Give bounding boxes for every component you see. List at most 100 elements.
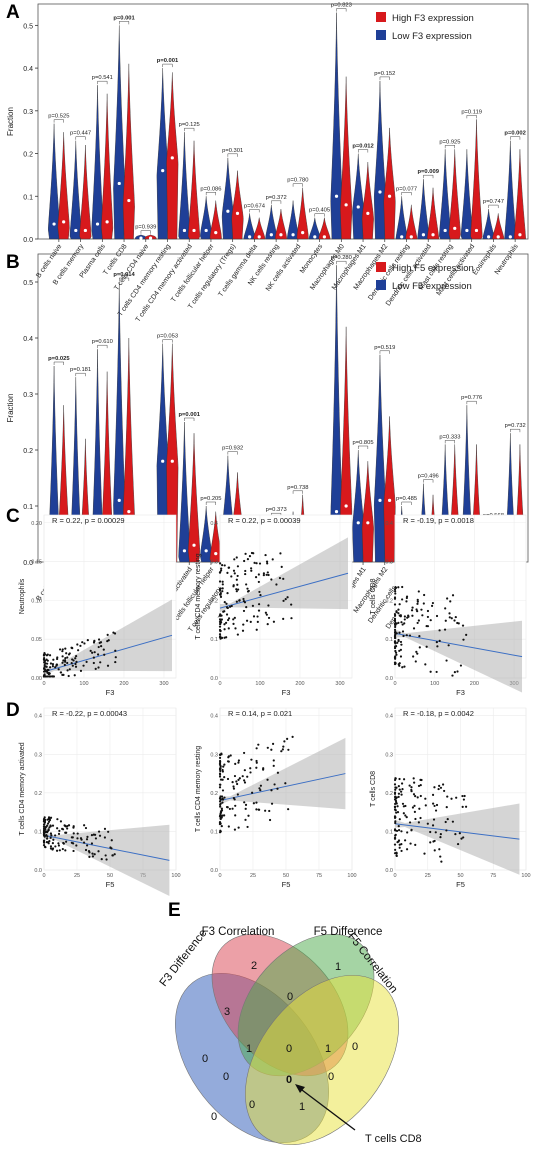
venn-count: 1 xyxy=(246,1043,252,1055)
scatter-point xyxy=(72,842,75,845)
violin-high xyxy=(122,63,135,240)
scatter-point xyxy=(114,649,117,652)
violin-low xyxy=(504,140,517,240)
violin-high xyxy=(231,170,244,240)
median-dot xyxy=(105,220,109,224)
scatter-point xyxy=(401,630,405,633)
regression-line xyxy=(394,823,520,840)
correlation-annotation: R = -0.22, p = 0.00043 xyxy=(52,709,127,718)
scatter-point xyxy=(232,797,235,800)
scatter-point xyxy=(57,842,60,845)
arrow-line xyxy=(297,1086,356,1131)
x-tick-label: 200 xyxy=(295,681,304,687)
p-bracket xyxy=(75,136,86,140)
median-dot xyxy=(366,521,370,525)
x-axis-label: F5 xyxy=(282,880,291,889)
x-tick-label: 50 xyxy=(107,873,113,879)
correlation-annotation: R = 0.22, p = 0.00029 xyxy=(52,516,125,525)
violin-high xyxy=(253,217,266,240)
scatter-point xyxy=(393,635,397,638)
scatter-point xyxy=(218,800,222,803)
scatter-point xyxy=(426,625,430,628)
scatter-point xyxy=(426,822,429,825)
scatter-point xyxy=(272,764,275,767)
scatter-point xyxy=(103,836,106,839)
scatter-point xyxy=(286,596,289,599)
scatter-point xyxy=(396,641,399,644)
scatter-point xyxy=(232,785,235,788)
x-tick-label: 300 xyxy=(159,681,168,687)
scatter-point xyxy=(433,839,436,843)
y-tick-label: 0.3 xyxy=(210,560,218,566)
scatter-point xyxy=(255,628,258,631)
p-bracket xyxy=(510,136,521,140)
scatter-point xyxy=(242,623,245,626)
scatter-point xyxy=(393,640,397,643)
violin-low xyxy=(330,12,343,240)
scatter-point xyxy=(233,616,236,619)
scatter-point xyxy=(253,561,256,564)
p-bracket xyxy=(336,260,347,265)
panel-label-e: E xyxy=(168,900,181,921)
scatter-point xyxy=(429,841,432,844)
violin-high xyxy=(318,217,331,240)
scatter-point xyxy=(411,606,414,609)
scatter-point xyxy=(218,783,222,786)
venn-count: 1 xyxy=(299,1101,305,1113)
scatter-point xyxy=(412,627,416,630)
scatter-point xyxy=(233,572,236,575)
p-value-label: p=0.747 xyxy=(483,199,504,205)
scatter-point xyxy=(237,588,240,591)
scatter-point xyxy=(393,597,397,600)
scatter-point xyxy=(59,820,63,823)
p-value-label: p=0.932 xyxy=(222,446,243,452)
scatter-point xyxy=(396,805,399,808)
scatter-point xyxy=(243,781,247,784)
scatter-point xyxy=(264,553,267,557)
scatter-point xyxy=(450,617,453,620)
scatter-point xyxy=(291,735,294,738)
scatter-point xyxy=(226,606,229,610)
y-tick-label: 0.0 xyxy=(385,676,393,682)
scatter-point xyxy=(410,788,413,792)
scatter-point xyxy=(453,619,456,622)
scatter-point xyxy=(394,820,397,823)
scatter-point xyxy=(61,648,64,651)
scatter-point xyxy=(404,814,407,817)
scatter-point xyxy=(270,802,274,805)
scatter-point xyxy=(426,609,430,613)
arrow-head xyxy=(295,1084,305,1093)
scatter-point xyxy=(76,643,79,646)
scatter-point xyxy=(227,566,230,569)
scatter-point xyxy=(82,664,85,667)
scatter-point xyxy=(244,803,248,806)
scatter-point xyxy=(445,806,448,809)
scatter-point xyxy=(43,675,46,678)
y-tick-label: 0.4 xyxy=(385,521,393,527)
scatter-point xyxy=(271,742,275,745)
scatter-point xyxy=(434,831,437,834)
x-tick-label: 50 xyxy=(457,873,463,879)
scatter-point xyxy=(436,645,439,648)
correlation-annotation: R = -0.18, p = 0.0042 xyxy=(403,709,474,718)
scatter-point xyxy=(66,669,69,672)
scatter-point xyxy=(92,661,95,665)
scatter-point xyxy=(236,793,239,796)
scatter-point xyxy=(411,806,415,809)
scatter-point xyxy=(429,670,432,673)
scatter-point xyxy=(42,833,46,836)
median-dot xyxy=(443,228,447,233)
scatter-point xyxy=(46,659,49,662)
scatter-point xyxy=(282,577,285,580)
median-dot xyxy=(291,233,295,237)
p-value-label: p=0.181 xyxy=(70,367,91,373)
x-tick-label: 200 xyxy=(470,681,479,687)
scatter-point xyxy=(258,590,261,594)
scatter-point xyxy=(46,822,50,825)
scatter-point xyxy=(45,825,48,828)
scatter-point xyxy=(79,837,83,840)
regression-line xyxy=(394,632,523,658)
scatter-point xyxy=(270,789,273,792)
scatter-point xyxy=(48,675,51,678)
scatter-point xyxy=(93,651,96,654)
